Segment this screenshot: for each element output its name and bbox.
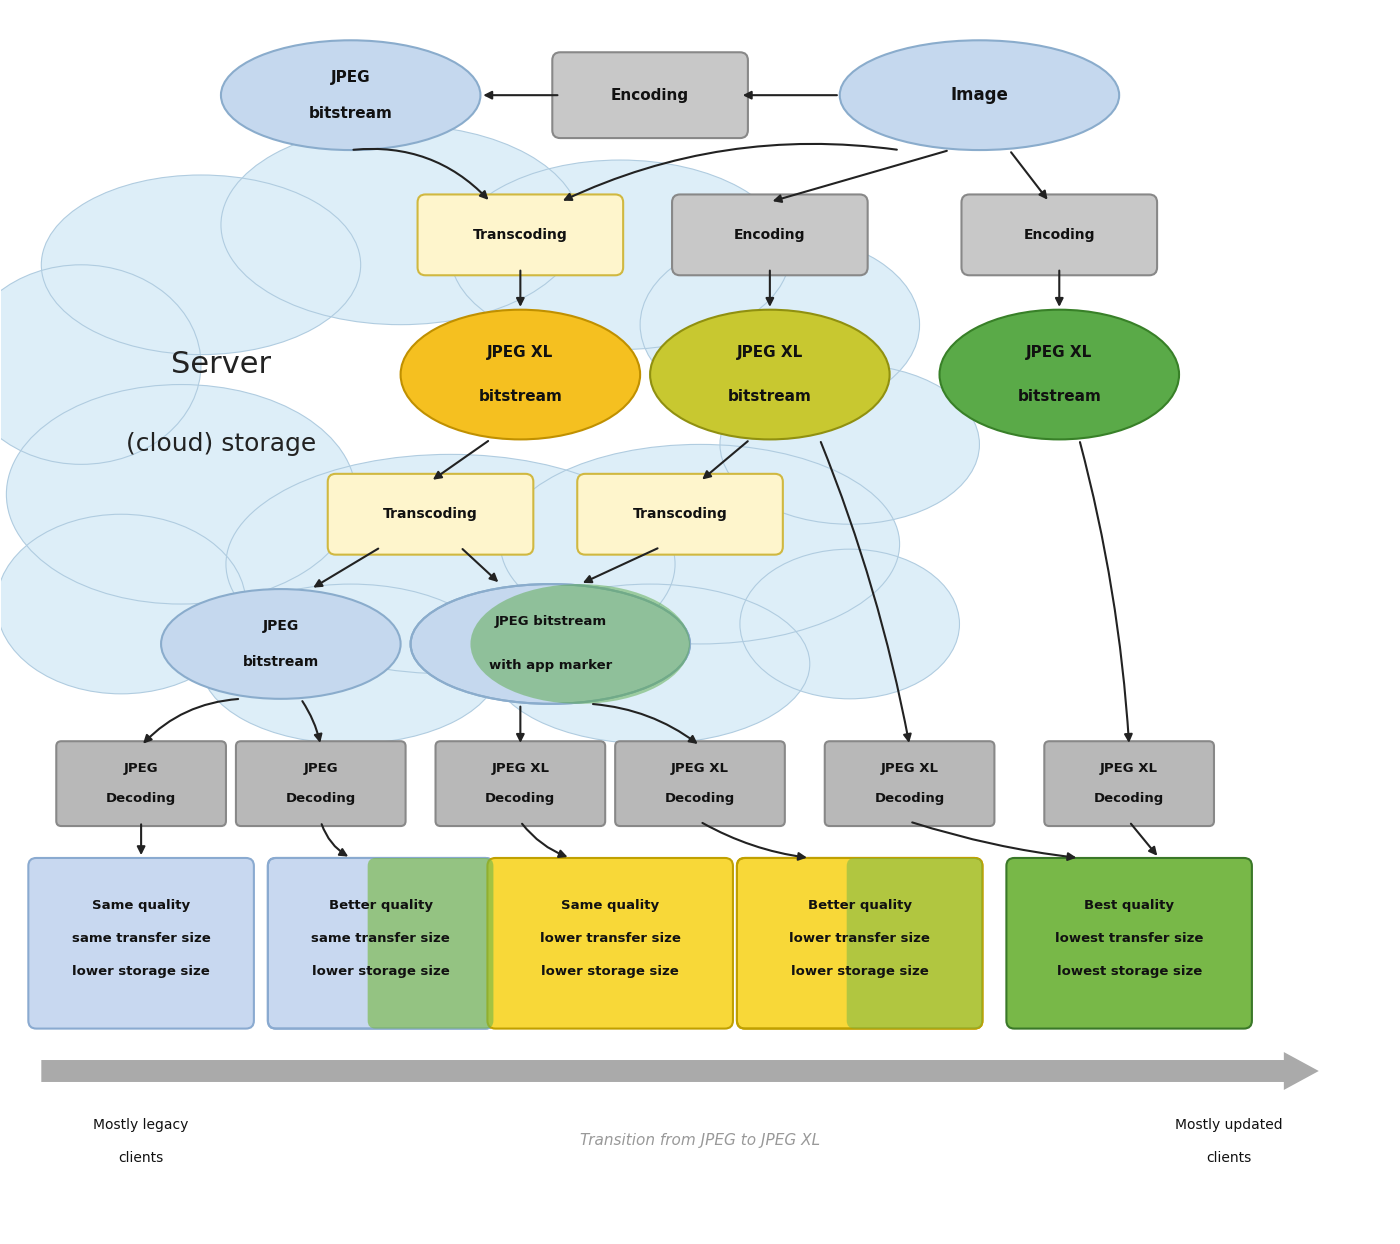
Text: JPEG XL: JPEG XL <box>491 763 549 775</box>
Text: Mostly updated: Mostly updated <box>1175 1118 1282 1132</box>
Text: same transfer size: same transfer size <box>71 932 210 944</box>
Text: bitstream: bitstream <box>309 106 392 121</box>
Ellipse shape <box>221 126 580 325</box>
FancyBboxPatch shape <box>28 858 253 1029</box>
FancyBboxPatch shape <box>962 194 1156 275</box>
Text: Same quality: Same quality <box>561 899 659 912</box>
Text: Decoding: Decoding <box>286 792 356 805</box>
FancyBboxPatch shape <box>56 741 225 826</box>
Text: lowest storage size: lowest storage size <box>1057 964 1201 978</box>
Text: lower transfer size: lower transfer size <box>790 932 930 944</box>
Text: Decoding: Decoding <box>486 792 556 805</box>
Ellipse shape <box>470 585 690 704</box>
FancyBboxPatch shape <box>328 474 533 555</box>
Ellipse shape <box>225 454 675 674</box>
Ellipse shape <box>451 160 790 350</box>
FancyBboxPatch shape <box>237 741 406 826</box>
Text: Transcoding: Transcoding <box>384 508 477 521</box>
Text: lower transfer size: lower transfer size <box>540 932 680 944</box>
Text: JPEG: JPEG <box>263 620 300 633</box>
Text: JPEG: JPEG <box>330 70 371 85</box>
Ellipse shape <box>0 265 202 464</box>
Text: Better quality: Better quality <box>329 899 433 912</box>
Ellipse shape <box>410 585 690 704</box>
Text: JPEG: JPEG <box>123 763 158 775</box>
Ellipse shape <box>741 549 959 699</box>
Text: Transcoding: Transcoding <box>633 508 728 521</box>
Text: JPEG XL: JPEG XL <box>671 763 729 775</box>
Ellipse shape <box>640 235 920 414</box>
Ellipse shape <box>0 514 246 694</box>
FancyBboxPatch shape <box>736 858 983 1029</box>
FancyBboxPatch shape <box>672 194 868 275</box>
Text: lower storage size: lower storage size <box>542 964 679 978</box>
Text: (cloud) storage: (cloud) storage <box>126 433 316 457</box>
Ellipse shape <box>500 444 900 644</box>
Text: lower storage size: lower storage size <box>791 964 928 978</box>
Text: Image: Image <box>951 86 1008 104</box>
Text: lower storage size: lower storage size <box>73 964 210 978</box>
Text: Decoding: Decoding <box>1093 792 1165 805</box>
Text: same transfer size: same transfer size <box>311 932 449 944</box>
FancyArrow shape <box>42 1052 1319 1090</box>
Text: clients: clients <box>119 1151 164 1164</box>
FancyBboxPatch shape <box>1007 858 1252 1029</box>
Ellipse shape <box>720 364 980 524</box>
Ellipse shape <box>7 384 356 605</box>
Text: JPEG XL: JPEG XL <box>1026 345 1092 360</box>
Text: clients: clients <box>1207 1151 1252 1164</box>
Text: Best quality: Best quality <box>1084 899 1175 912</box>
Text: Encoding: Encoding <box>610 87 689 103</box>
Ellipse shape <box>650 310 889 439</box>
Text: Transcoding: Transcoding <box>473 228 568 241</box>
Text: Transition from JPEG to JPEG XL: Transition from JPEG to JPEG XL <box>580 1133 820 1148</box>
Text: Decoding: Decoding <box>875 792 945 805</box>
Text: JPEG XL: JPEG XL <box>881 763 938 775</box>
Text: lowest transfer size: lowest transfer size <box>1056 932 1204 944</box>
FancyBboxPatch shape <box>577 474 783 555</box>
FancyBboxPatch shape <box>825 741 994 826</box>
FancyBboxPatch shape <box>847 858 983 1029</box>
Text: Decoding: Decoding <box>106 792 176 805</box>
Text: JPEG XL: JPEG XL <box>736 345 804 360</box>
Text: Encoding: Encoding <box>1023 228 1095 241</box>
FancyBboxPatch shape <box>368 858 493 1029</box>
Ellipse shape <box>939 310 1179 439</box>
Ellipse shape <box>202 585 500 744</box>
FancyBboxPatch shape <box>615 741 785 826</box>
Text: Server: Server <box>171 350 272 379</box>
Ellipse shape <box>400 310 640 439</box>
Text: JPEG XL: JPEG XL <box>487 345 553 360</box>
Text: bitstream: bitstream <box>1018 389 1102 404</box>
Text: Decoding: Decoding <box>665 792 735 805</box>
Text: Same quality: Same quality <box>92 899 190 912</box>
Text: with app marker: with app marker <box>489 659 612 673</box>
Text: Mostly legacy: Mostly legacy <box>94 1118 189 1132</box>
Ellipse shape <box>221 40 480 151</box>
Text: bitstream: bitstream <box>728 389 812 404</box>
Text: bitstream: bitstream <box>479 389 563 404</box>
Ellipse shape <box>840 40 1119 151</box>
Text: JPEG XL: JPEG XL <box>1100 763 1158 775</box>
Ellipse shape <box>42 175 361 355</box>
Text: bitstream: bitstream <box>242 654 319 669</box>
Text: Encoding: Encoding <box>734 228 805 241</box>
FancyBboxPatch shape <box>487 858 734 1029</box>
Ellipse shape <box>490 585 809 744</box>
Ellipse shape <box>161 590 400 699</box>
FancyBboxPatch shape <box>417 194 623 275</box>
Text: lower storage size: lower storage size <box>312 964 449 978</box>
Text: JPEG bitstream: JPEG bitstream <box>494 616 606 628</box>
FancyBboxPatch shape <box>435 741 605 826</box>
Text: JPEG: JPEG <box>304 763 337 775</box>
Text: Better quality: Better quality <box>808 899 911 912</box>
FancyBboxPatch shape <box>267 858 493 1029</box>
FancyBboxPatch shape <box>552 52 748 138</box>
FancyBboxPatch shape <box>1044 741 1214 826</box>
